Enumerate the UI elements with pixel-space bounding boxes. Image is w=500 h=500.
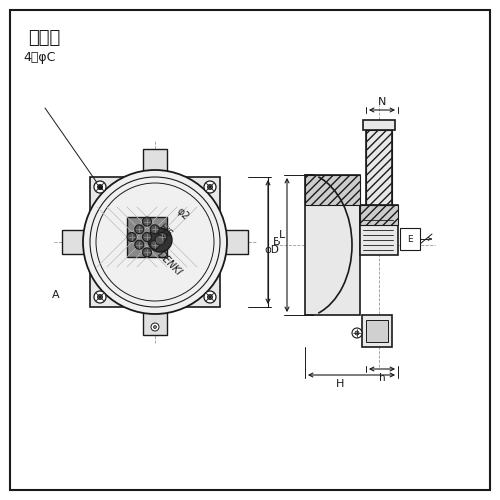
Circle shape	[204, 181, 216, 193]
Circle shape	[94, 181, 106, 193]
Text: E: E	[407, 234, 413, 244]
Bar	[366, 130, 392, 205]
Text: φ2: φ2	[175, 206, 191, 222]
Bar	[400, 228, 420, 250]
Bar	[305, 175, 360, 205]
Text: DENKI: DENKI	[156, 250, 184, 278]
Bar	[366, 320, 388, 342]
Text: H: H	[336, 379, 344, 389]
Text: A: A	[52, 290, 60, 300]
Circle shape	[135, 240, 144, 249]
Text: 4－φC: 4－φC	[23, 50, 56, 64]
Circle shape	[142, 232, 152, 241]
Text: L: L	[279, 230, 285, 240]
Circle shape	[150, 240, 159, 249]
Text: h: h	[378, 373, 386, 383]
Circle shape	[154, 326, 156, 328]
Bar	[360, 205, 398, 255]
Circle shape	[94, 291, 106, 303]
Text: N: N	[378, 97, 386, 107]
Bar	[90, 177, 220, 307]
Circle shape	[208, 294, 212, 300]
Circle shape	[158, 232, 167, 241]
Circle shape	[98, 184, 102, 190]
Text: φD: φD	[264, 245, 279, 255]
Circle shape	[142, 248, 152, 257]
Circle shape	[127, 232, 136, 241]
Circle shape	[96, 183, 214, 301]
Polygon shape	[128, 218, 166, 256]
Circle shape	[208, 184, 212, 190]
Bar	[362, 315, 392, 347]
Text: H/S: H/S	[156, 222, 174, 238]
Circle shape	[98, 294, 102, 300]
Circle shape	[150, 225, 159, 234]
Bar	[366, 130, 392, 205]
Circle shape	[355, 331, 359, 335]
Bar	[360, 205, 398, 225]
Circle shape	[155, 235, 165, 245]
Circle shape	[352, 328, 362, 338]
Circle shape	[90, 177, 220, 307]
Bar	[143, 307, 167, 335]
Text: B: B	[273, 237, 280, 247]
Bar	[363, 120, 395, 130]
Circle shape	[83, 170, 227, 314]
Bar	[143, 149, 167, 177]
Circle shape	[148, 228, 172, 252]
Bar	[220, 230, 248, 254]
Circle shape	[204, 291, 216, 303]
Circle shape	[142, 217, 152, 226]
Circle shape	[135, 225, 144, 234]
Bar	[305, 175, 360, 315]
Text: 寸法図: 寸法図	[28, 29, 60, 47]
Circle shape	[151, 323, 159, 331]
Bar	[62, 230, 90, 254]
